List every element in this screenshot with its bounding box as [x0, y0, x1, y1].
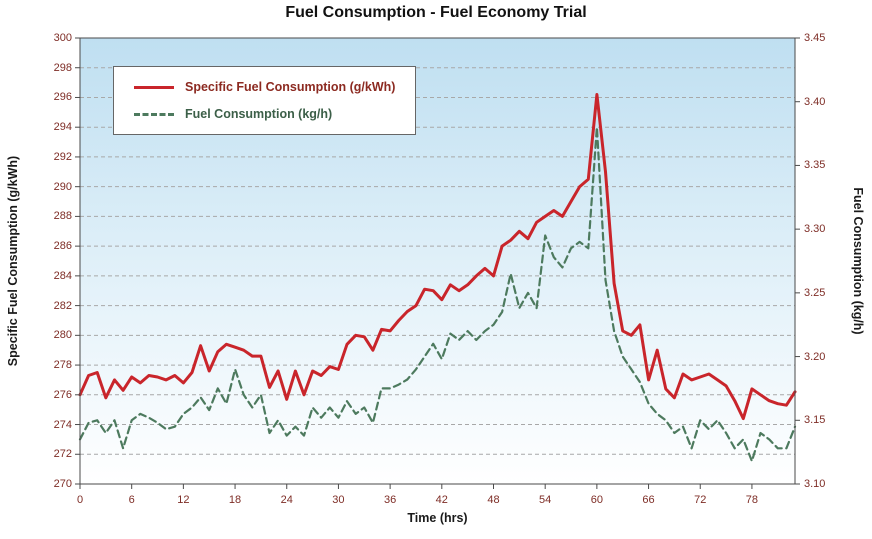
y-right-tick-label: 3.40	[804, 95, 826, 108]
y-left-tick-label: 272	[53, 448, 72, 461]
y-left-tick-label: 280	[53, 329, 72, 342]
x-tick-label: 66	[642, 494, 655, 506]
red-line-sample-icon	[134, 85, 174, 89]
y-right-tick-label: 3.45	[804, 32, 826, 44]
y-left-tick-label: 286	[53, 240, 72, 253]
x-axis-title: Time (hrs)	[407, 511, 468, 525]
y-left-tick-label: 270	[53, 478, 72, 490]
x-tick-label: 54	[539, 494, 552, 506]
legend-label-sfc: Specific Fuel Consumption (g/kWh)	[185, 80, 396, 94]
y-right-tick-label: 3.20	[804, 350, 826, 363]
series-line-1	[78, 126, 797, 463]
y-axis-right-title: Fuel Consumption (kg/h)	[851, 187, 865, 335]
y-left-tick-label: 288	[53, 210, 72, 223]
y-left-tick-label: 274	[53, 418, 72, 431]
y-right-tick-label: 3.30	[804, 223, 826, 236]
legend: Specific Fuel Consumption (g/kWh) Fuel C…	[113, 66, 417, 135]
chart-title: Fuel Consumption - Fuel Economy Trial	[285, 4, 587, 21]
y-right-tick-label: 3.15	[804, 414, 826, 427]
x-tick-label: 0	[76, 494, 84, 506]
x-tick-label: 6	[128, 494, 135, 506]
y-right-tick-label: 3.10	[804, 478, 826, 490]
x-tick-label: 60	[590, 494, 603, 506]
x-tick-label: 78	[745, 494, 759, 506]
y-left-tick-label: 292	[53, 150, 72, 163]
x-tick-label: 18	[228, 494, 242, 506]
legend-label-fc: Fuel Consumption (kg/h)	[185, 107, 333, 121]
green-dashed-line-sample-icon	[134, 112, 174, 116]
y-left-tick-label: 276	[53, 388, 72, 401]
x-tick-label: 24	[280, 494, 293, 506]
x-tick-label: 48	[487, 494, 500, 506]
y-right-tick-label: 3.25	[804, 286, 826, 299]
series-line-0	[78, 93, 797, 421]
legend-entry-sfc: Specific Fuel Consumption (g/kWh)	[134, 80, 395, 94]
y-left-tick-label: 290	[53, 180, 72, 193]
x-tick-label: 42	[435, 494, 448, 506]
y-left-tick-label: 298	[53, 61, 72, 74]
y-left-tick-label: 300	[53, 32, 72, 44]
y-right-tick-label: 3.35	[804, 159, 826, 172]
x-tick-label: 36	[383, 494, 397, 506]
y-left-tick-label: 278	[53, 359, 72, 372]
legend-entry-fc: Fuel Consumption (kg/h)	[134, 107, 395, 121]
x-tick-label: 30	[332, 494, 345, 506]
y-left-tick-label: 284	[53, 269, 72, 282]
y-left-tick-label: 296	[53, 91, 72, 104]
y-axis-left-title: Specific Fuel Consumption (g/kWh)	[6, 155, 20, 367]
y-left-tick-label: 294	[53, 121, 72, 134]
y-left-tick-label: 282	[53, 299, 72, 312]
x-tick-label: 12	[177, 494, 190, 506]
x-tick-label: 72	[694, 494, 707, 506]
plot-border	[79, 37, 796, 485]
